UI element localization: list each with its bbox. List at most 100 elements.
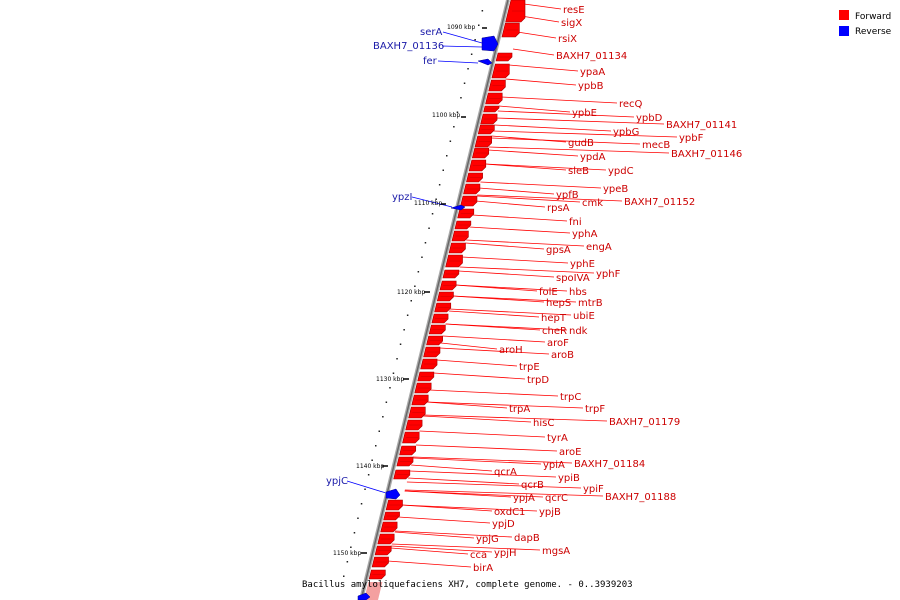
gene-label-ypiF[interactable]: ypiF	[583, 484, 604, 495]
gene-label-BAXH7_01141[interactable]: BAXH7_01141	[666, 120, 737, 131]
gene-label-ndk[interactable]: ndk	[569, 326, 588, 337]
gene-label-dapB[interactable]: dapB	[514, 533, 540, 544]
minor-tick-dot	[456, 111, 459, 113]
gene-label-BAXH7_01146[interactable]: BAXH7_01146	[671, 149, 742, 160]
gene-label-qcrB[interactable]: qcrB	[521, 480, 544, 491]
gene-label-cca[interactable]: cca	[470, 550, 487, 561]
gene-label-ypbB[interactable]: ypbB	[578, 81, 604, 92]
gene-label-trpC[interactable]: trpC	[560, 392, 581, 403]
gene-label-aroH[interactable]: aroH	[499, 345, 523, 356]
gene-label-cmk[interactable]: cmk	[582, 198, 603, 209]
gene-label-ypiB[interactable]: ypiB	[558, 473, 580, 484]
forward-leader-line	[426, 401, 508, 409]
gene-label-spoIVA[interactable]: spoIVA	[556, 273, 590, 284]
gene-label-ypjC[interactable]: ypjC	[326, 476, 348, 487]
gene-label-BAXH7_01179[interactable]: BAXH7_01179	[609, 417, 680, 428]
gene-label-tyrA[interactable]: tyrA	[547, 433, 568, 444]
minor-tick-dot	[414, 285, 416, 287]
gene-label-trpA[interactable]: trpA	[509, 404, 530, 415]
gene-label-resE[interactable]: resE	[563, 5, 585, 16]
minor-tick-dot	[417, 271, 420, 273]
gene-label-qcrC[interactable]: qcrC	[545, 493, 568, 504]
forward-leader-line	[436, 359, 518, 367]
gene-label-sigX[interactable]: sigX	[561, 18, 582, 29]
gene-label-BAXH7_01184[interactable]: BAXH7_01184	[574, 459, 645, 470]
gene-label-fer[interactable]: fer	[423, 56, 438, 67]
reverse-leader-line	[442, 31, 483, 44]
gene-label-ypjH[interactable]: ypjH	[494, 548, 517, 559]
gene-label-yphF[interactable]: yphF	[596, 269, 621, 280]
gene-label-ubiE[interactable]: ubiE	[573, 311, 595, 322]
gene-label-rpsA[interactable]: rpsA	[547, 203, 570, 214]
forward-leader-line	[472, 214, 568, 222]
gene-label-qcrA[interactable]: qcrA	[494, 467, 517, 478]
gene-label-ypbD[interactable]: ypbD	[636, 113, 663, 124]
gene-label-ypiA[interactable]: ypiA	[543, 460, 565, 471]
gene-label-trpE[interactable]: trpE	[519, 362, 540, 373]
gene-label-yphA[interactable]: yphA	[572, 229, 598, 240]
gene-label-aroF[interactable]: aroF	[547, 338, 569, 349]
gene-label-ypfB[interactable]: ypfB	[556, 190, 579, 201]
gene-label-cheR[interactable]: cheR	[542, 326, 567, 337]
reverse-gene-glyph-serA[interactable]	[481, 35, 499, 52]
forward-leader-line	[452, 295, 577, 303]
gene-label-recQ[interactable]: recQ	[619, 99, 643, 110]
gene-label-trpD[interactable]: trpD	[527, 375, 549, 386]
gene-label-gudB[interactable]: gudB	[568, 138, 594, 149]
gene-label-folE[interactable]: folE	[539, 287, 558, 298]
gene-label-hepT[interactable]: hepT	[541, 313, 567, 324]
gene-label-trpF[interactable]: trpF	[585, 404, 605, 415]
gene-label-fni[interactable]: fni	[569, 217, 582, 228]
gene-label-ypzI[interactable]: ypzI	[392, 192, 412, 203]
reverse-gene-glyph[interactable]	[357, 592, 371, 600]
tick-1120: 1120 kbp	[397, 289, 430, 296]
gene-label-ypbG[interactable]: ypbG	[613, 127, 639, 138]
gene-label-BAXH7_01136[interactable]: BAXH7_01136	[373, 41, 444, 52]
gene-label-ypbF[interactable]: ypbF	[679, 133, 704, 144]
gene-label-mgsA[interactable]: mgsA	[542, 546, 570, 557]
gene-label-serA[interactable]: serA	[420, 27, 442, 38]
gene-label-ypjB[interactable]: ypjB	[539, 507, 561, 518]
reverse-gene-glyph-fer[interactable]	[477, 58, 493, 66]
gene-label-ypdC[interactable]: ypdC	[608, 166, 634, 177]
gene-label-ypeB[interactable]: ypeB	[603, 184, 628, 195]
genome-caption: Bacillus amyloliquefaciens XH7, complete…	[302, 580, 633, 590]
gene-label-ypjA[interactable]: ypjA	[513, 493, 535, 504]
minor-tick-dot	[364, 488, 366, 490]
forward-leader-line	[401, 504, 538, 512]
forward-leader-line	[439, 347, 550, 355]
gene-label-hisC[interactable]: hisC	[533, 418, 554, 429]
forward-leader-line	[491, 137, 641, 145]
gene-label-aroE[interactable]: aroE	[559, 447, 581, 458]
gene-label-ypaA[interactable]: ypaA	[580, 67, 605, 78]
reverse-gene-glyph-ypjC[interactable]	[385, 488, 401, 500]
gene-label-birA[interactable]: birA	[473, 563, 493, 574]
gene-label-ypbE[interactable]: ypbE	[572, 108, 597, 119]
forward-leader-line	[412, 456, 573, 464]
gene-label-ypjG[interactable]: ypjG	[476, 534, 499, 545]
gene-label-hbs[interactable]: hbs	[569, 287, 587, 298]
gene-label-oxdC1[interactable]: oxdC1	[494, 507, 525, 518]
gene-label-ypjD[interactable]: ypjD	[492, 519, 515, 530]
minor-tick-dot	[353, 532, 356, 534]
gene-label-mtrB[interactable]: mtrB	[578, 298, 603, 309]
gene-label-hepS[interactable]: hepS	[546, 298, 571, 309]
forward-leader-line	[484, 163, 607, 171]
gene-label-engA[interactable]: engA	[586, 242, 612, 253]
forward-leader-line	[523, 3, 562, 10]
gene-label-rsiX[interactable]: rsiX	[558, 34, 577, 45]
gene-label-yphE[interactable]: yphE	[570, 259, 595, 270]
gene-label-aroB[interactable]: aroB	[551, 350, 574, 361]
gene-label-BAXH7_01188[interactable]: BAXH7_01188	[605, 492, 676, 503]
gene-label-mecB[interactable]: mecB	[642, 140, 670, 151]
gene-label-gpsA[interactable]: gpsA	[546, 245, 571, 256]
gene-label-ypdA[interactable]: ypdA	[580, 152, 606, 163]
gene-label-sleB[interactable]: sleB	[568, 166, 589, 177]
gene-label-BAXH7_01152[interactable]: BAXH7_01152	[624, 197, 695, 208]
forward-leader-line	[488, 146, 670, 154]
forward-leader-line	[477, 194, 623, 202]
gene-label-BAXH7_01134[interactable]: BAXH7_01134	[556, 51, 627, 62]
forward-leader-line	[411, 464, 493, 472]
reverse-gene-glyph-ypzI[interactable]	[450, 204, 466, 211]
forward-leader-line	[478, 187, 555, 195]
